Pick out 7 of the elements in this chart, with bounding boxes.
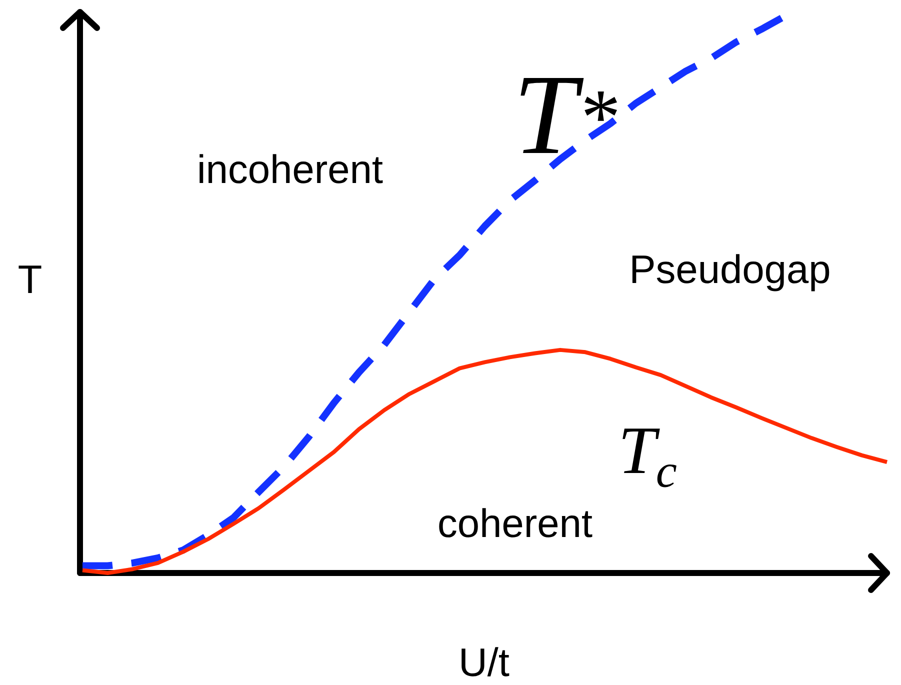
series-label: T$_{c}$ [622,428,676,488]
annotation: coherent [439,508,592,538]
series-label: T$^{*}$ [520,78,617,153]
annotation: Pseudogap [632,254,830,292]
x-axis-title: U/t [462,647,510,676]
y-axis-title: T [18,266,42,293]
annotation: incoherent [200,154,383,184]
